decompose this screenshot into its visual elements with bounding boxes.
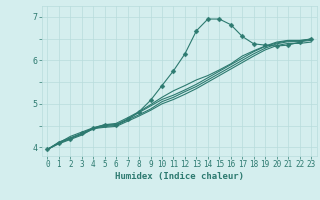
X-axis label: Humidex (Indice chaleur): Humidex (Indice chaleur)	[115, 172, 244, 181]
